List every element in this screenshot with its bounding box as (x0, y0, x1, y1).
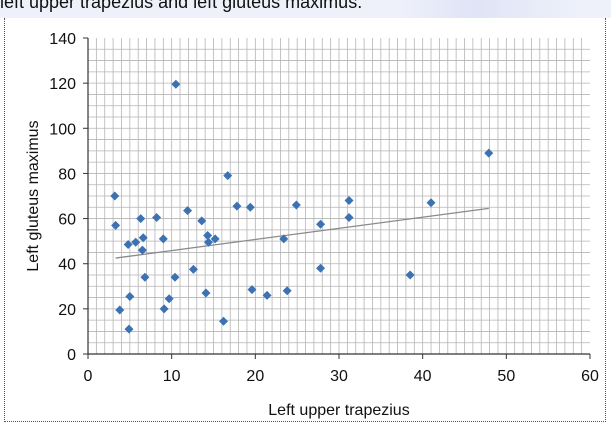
data-point (137, 245, 147, 255)
data-point (152, 212, 162, 222)
data-point (136, 214, 146, 224)
data-point (201, 288, 211, 298)
data-point (197, 216, 207, 226)
data-point (232, 201, 242, 211)
y-tick-label: 140 (49, 31, 76, 48)
data-point (484, 148, 494, 158)
data-point (344, 212, 354, 222)
data-point (219, 316, 229, 326)
data-point (291, 200, 301, 210)
data-point (131, 237, 141, 247)
data-point (203, 237, 213, 247)
data-point (111, 220, 121, 230)
data-point (279, 234, 289, 244)
y-tick-label: 40 (58, 257, 76, 274)
caption-text: left upper trapezius and left gluteus ma… (0, 0, 363, 12)
trendline (115, 207, 489, 259)
x-tick-label: 40 (414, 368, 432, 385)
x-tick-label: 50 (497, 368, 515, 385)
data-point (138, 233, 148, 243)
y-tick-label: 20 (58, 302, 76, 319)
data-point (124, 324, 134, 334)
y-tick-label: 60 (58, 212, 76, 229)
data-point (223, 171, 233, 181)
figure-frame (4, 18, 606, 422)
data-point (125, 291, 135, 301)
x-tick-label: 10 (163, 368, 181, 385)
data-point (110, 191, 120, 201)
data-point (426, 198, 436, 208)
data-point (159, 304, 169, 314)
caption-background-swoosh (400, 0, 580, 18)
x-axis-title: Left upper trapezius (268, 402, 409, 419)
data-point (245, 202, 255, 212)
data-point (123, 240, 133, 250)
x-tick-label: 60 (581, 368, 599, 385)
data-point (188, 264, 198, 274)
x-tick-label: 20 (246, 368, 264, 385)
caption-strip: left upper trapezius and left gluteus ma… (0, 0, 611, 18)
x-tick-label: 30 (330, 368, 348, 385)
data-point (203, 231, 213, 240)
data-point (282, 286, 292, 296)
data-point (183, 206, 193, 216)
y-tick-label: 120 (49, 76, 76, 93)
data-point (316, 263, 326, 273)
y-axis-title: Left gluteus maximus (25, 120, 42, 271)
data-point (262, 290, 272, 300)
data-point (247, 285, 257, 295)
y-tick-label: 0 (67, 347, 76, 364)
data-point (170, 272, 180, 282)
data-point (316, 219, 326, 229)
data-point (115, 305, 125, 315)
data-point (171, 79, 181, 89)
y-tick-label: 80 (58, 166, 76, 183)
data-point (164, 294, 174, 304)
y-tick-label: 100 (49, 121, 76, 138)
x-tick-label: 0 (84, 368, 93, 385)
data-point (140, 272, 150, 282)
data-point (344, 196, 354, 206)
data-point (405, 270, 415, 280)
data-point (210, 234, 220, 244)
data-point (158, 234, 168, 244)
